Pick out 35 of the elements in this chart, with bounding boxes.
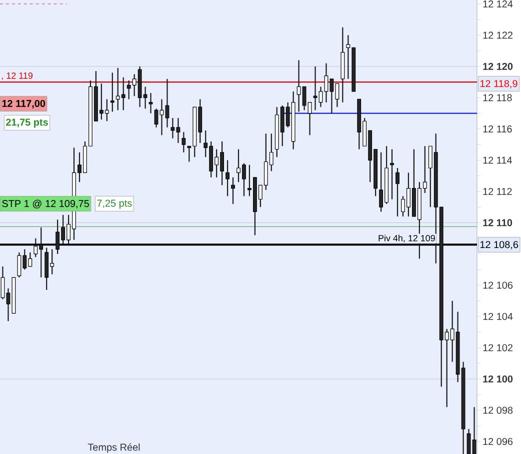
candlestick [472, 406, 476, 454]
annotation: 21,75 pts [6, 118, 48, 128]
annotation: 7,25 pts [97, 200, 132, 209]
annotation: Temps Réel [88, 443, 140, 453]
candlestick [226, 160, 230, 197]
y-tick-label: 12 112 [483, 188, 512, 195]
annotation: 12 117,00 [2, 100, 46, 108]
y-tick-label: 12 106 [483, 282, 513, 289]
text: 12 118,9 [480, 80, 518, 88]
y-tick-label: 12 100 [483, 375, 513, 383]
candlestick [148, 92, 153, 114]
y-tick-label: 12 096 [483, 438, 513, 446]
candlestick [466, 428, 471, 454]
candlestick [0, 266, 5, 300]
candlestick [110, 72, 114, 112]
candlestick [390, 148, 394, 200]
text: 12 108,6 [480, 241, 518, 250]
y-tick-label: 12 102 [483, 344, 512, 352]
y-tick-label: 12 104 [483, 312, 513, 320]
y-tick-label: 12 098 [483, 406, 513, 414]
ref-line-label: , 12 119 [2, 72, 33, 80]
y-tick-label: 12 118 [483, 94, 512, 102]
candlestick [165, 78, 170, 128]
y-tick-label: 12 114 [483, 156, 512, 164]
y-tick-label: 12 122 [483, 32, 512, 39]
candlestick [231, 176, 235, 204]
y-tick-label: 12 120 [483, 62, 513, 70]
y-tick-label: 12 116 [483, 125, 512, 132]
ref-line-label: Piv 4h, 12 109 [378, 234, 435, 242]
candlestick [318, 86, 323, 108]
annotation: STP 1 @ 12 109,75 [2, 200, 89, 208]
candlestick [396, 167, 400, 217]
y-tick-label: 12 110 [483, 219, 512, 226]
y-tick-label: 12 124 [483, 0, 513, 8]
candlestick [182, 132, 186, 153]
